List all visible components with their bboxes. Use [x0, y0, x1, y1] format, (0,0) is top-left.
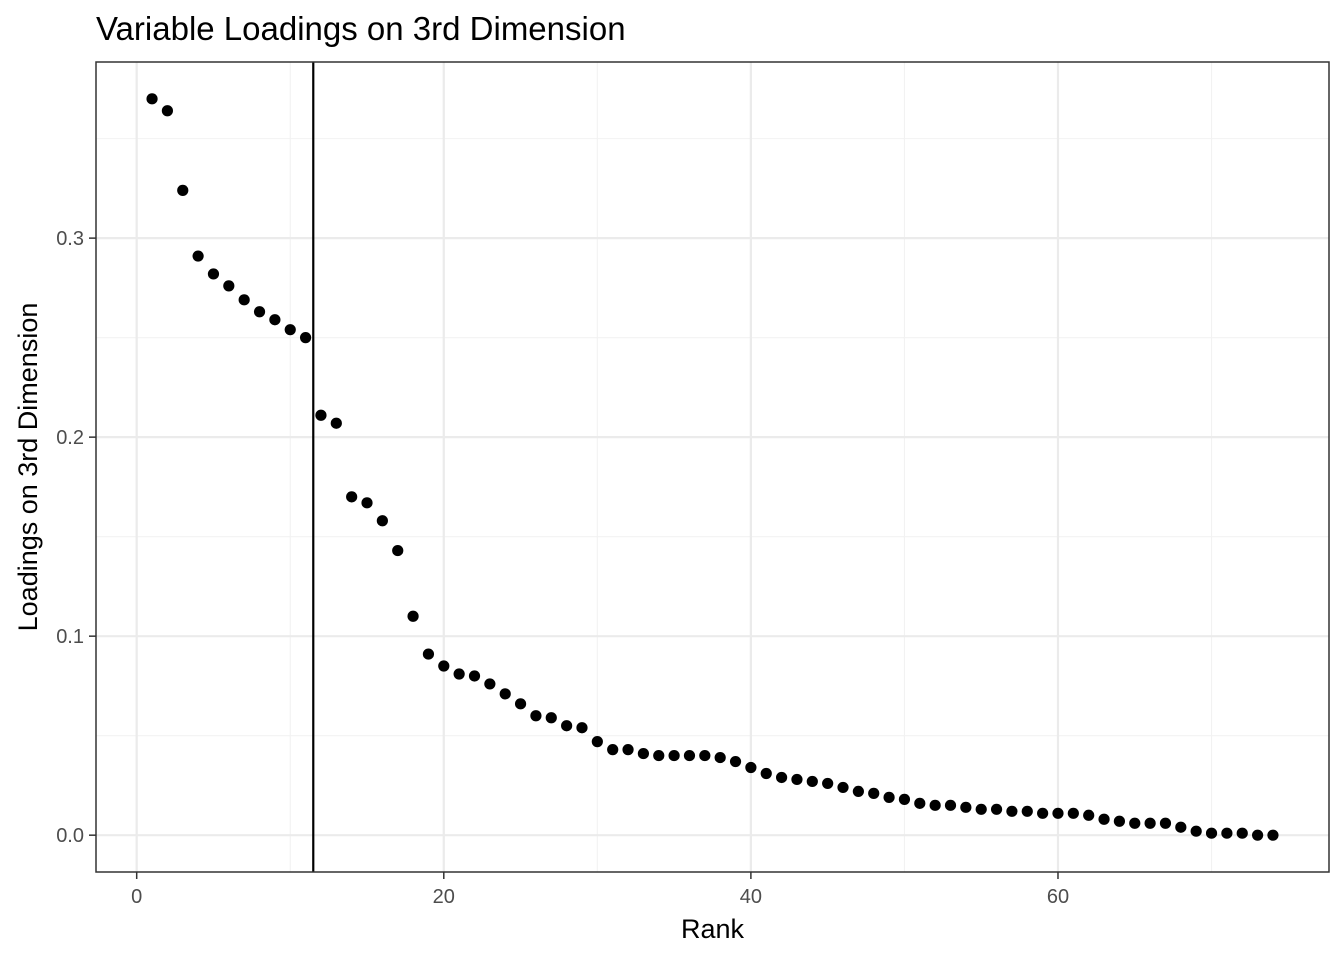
y-tick-label: 0.2 — [56, 427, 84, 449]
data-point — [806, 775, 818, 788]
chart-title: Variable Loadings on 3rd Dimension — [96, 10, 626, 47]
data-point — [699, 749, 711, 762]
data-point — [1113, 815, 1126, 827]
data-point — [668, 749, 680, 762]
data-point — [146, 93, 158, 105]
data-point — [223, 280, 235, 292]
data-point — [438, 660, 450, 672]
data-point — [852, 785, 864, 797]
x-tick-label: 20 — [433, 886, 455, 908]
plot-panel-background — [96, 62, 1329, 872]
data-point — [530, 710, 542, 722]
data-point — [837, 781, 849, 794]
data-point — [1236, 827, 1248, 839]
y-axis: 0.0 0.1 0.2 0.3 — [56, 228, 96, 847]
data-point — [499, 688, 511, 700]
data-point — [1221, 827, 1233, 839]
data-point — [1129, 817, 1141, 829]
data-point — [453, 668, 465, 680]
data-point — [346, 491, 358, 503]
data-point — [561, 720, 573, 732]
data-point — [1083, 809, 1095, 821]
data-point — [1159, 817, 1172, 829]
data-point — [653, 749, 665, 762]
major-gridlines — [96, 62, 1329, 872]
y-tick-label: 0.3 — [56, 228, 84, 250]
data-point — [284, 324, 296, 336]
x-axis: 0 20 40 60 — [131, 872, 1069, 908]
data-point — [392, 544, 404, 557]
y-tick-label: 0.0 — [56, 825, 84, 847]
data-point — [975, 803, 987, 815]
data-point — [361, 497, 373, 509]
data-point — [960, 801, 972, 813]
x-tick-label: 60 — [1047, 886, 1069, 908]
data-point — [514, 698, 527, 710]
data-point — [990, 803, 1003, 815]
data-point — [545, 712, 557, 724]
data-point — [207, 268, 220, 280]
data-point — [161, 105, 174, 117]
data-point — [714, 751, 726, 764]
data-point — [407, 610, 419, 622]
data-point — [299, 332, 312, 344]
data-point — [622, 744, 634, 756]
data-point — [1098, 813, 1110, 825]
data-point — [1267, 829, 1279, 841]
data-point — [944, 799, 957, 811]
data-point — [775, 771, 788, 784]
data-point — [376, 515, 388, 527]
data-point — [637, 747, 650, 760]
data-point — [1251, 829, 1264, 841]
data-point — [1052, 807, 1064, 819]
data-point — [868, 787, 880, 799]
data-point — [1205, 827, 1218, 839]
data-point — [315, 409, 327, 421]
data-point — [729, 755, 742, 768]
data-point — [468, 670, 481, 682]
x-axis-title: Rank — [681, 914, 745, 944]
data-point — [760, 767, 772, 780]
data-point — [576, 722, 588, 734]
data-point — [791, 773, 803, 786]
data-point — [484, 678, 496, 690]
data-point — [1175, 821, 1187, 833]
data-point — [269, 314, 281, 326]
data-point — [1021, 805, 1033, 817]
plot-panel-border — [95, 61, 1330, 873]
data-point — [253, 306, 266, 318]
y-axis-title: Loadings on 3rd Dimension — [13, 303, 43, 632]
data-point — [898, 793, 911, 805]
data-points — [146, 93, 1279, 841]
x-tick-label: 40 — [740, 886, 762, 908]
data-point — [883, 791, 895, 803]
data-point — [683, 749, 696, 762]
data-point — [914, 797, 926, 809]
data-point — [238, 294, 250, 306]
data-point — [822, 777, 834, 790]
data-point — [1037, 807, 1049, 819]
data-point — [745, 761, 757, 774]
y-tick-label: 0.1 — [56, 626, 84, 648]
data-point — [1006, 805, 1018, 817]
data-point — [422, 648, 435, 660]
data-point — [1067, 807, 1079, 819]
x-tick-label: 0 — [131, 886, 142, 908]
data-point — [330, 417, 342, 429]
data-point — [1190, 825, 1202, 837]
data-point — [929, 799, 941, 811]
data-point — [591, 736, 603, 748]
data-point — [192, 250, 204, 262]
data-point — [1144, 817, 1156, 829]
data-point — [607, 744, 619, 756]
data-point — [177, 184, 189, 196]
